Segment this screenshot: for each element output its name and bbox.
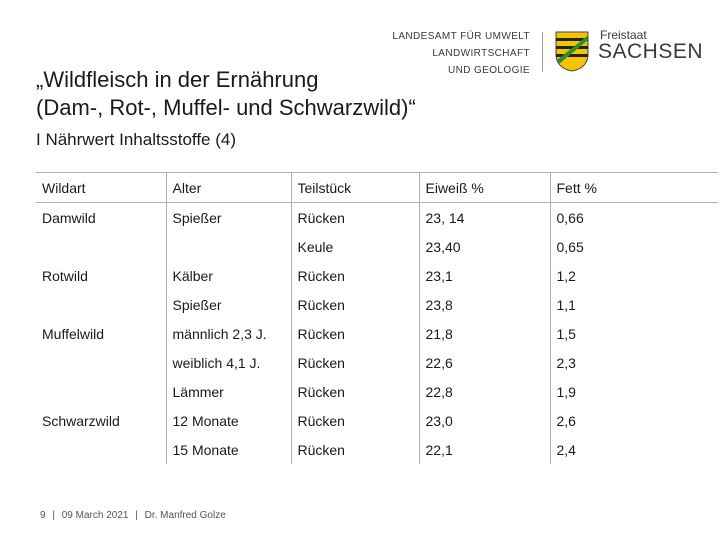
table-cell xyxy=(36,435,167,464)
table-row: Damwild Spießer Rücken 23, 14 0,66 xyxy=(36,202,718,232)
table-cell: 23,0 xyxy=(419,406,551,435)
footer-separator: | xyxy=(52,510,55,521)
table-cell: 22,6 xyxy=(419,348,551,377)
table-cell: 1,9 xyxy=(556,383,576,400)
saxony-crest-icon xyxy=(555,31,589,72)
table-cell: 23,1 xyxy=(419,261,551,290)
table-cell: 23,8 xyxy=(419,290,551,319)
table-cell: Rücken xyxy=(291,319,420,348)
table-row: Rotwild Kälber Rücken 23,1 1,2 xyxy=(36,261,718,290)
table-cell: Muffelwild xyxy=(36,319,167,348)
table-cell: Rücken xyxy=(291,348,420,377)
table-cell xyxy=(36,232,167,261)
table-cell: Keule xyxy=(291,232,420,261)
table-cell: 0,65 xyxy=(556,238,584,255)
table-cell: 22,8 xyxy=(419,377,551,406)
table-cell: Rücken xyxy=(291,406,420,435)
table-cell: 2,4 xyxy=(556,441,576,458)
header-cell: Eiweiß % xyxy=(419,172,551,203)
table-cell: 1,1 xyxy=(556,296,576,313)
table-cell: 23,40 xyxy=(419,232,551,261)
table-cell: weiblich 4,1 J. xyxy=(166,348,292,377)
table-row: Spießer Rücken 23,8 1,1 xyxy=(36,290,718,319)
footer-date: 09 March 2021 xyxy=(61,510,129,521)
table-row: weiblich 4,1 J. Rücken 22,6 2,3 xyxy=(36,348,718,377)
table-cell: Rücken xyxy=(291,202,420,232)
table-cell xyxy=(36,348,167,377)
table-cell xyxy=(36,377,167,406)
org-line-2: LANDWIRTSCHAFT xyxy=(432,48,530,59)
table-cell: Schwarzwild xyxy=(36,406,167,435)
header-cell: Fett % xyxy=(550,172,718,203)
table-cell: Rücken xyxy=(291,377,420,406)
org-line-1: LANDESAMT FÜR UMWELT xyxy=(392,31,530,42)
title-line-2: (Dam-, Rot-, Muffel- und Schwarzwild)“ xyxy=(36,95,416,120)
state-label-small: Freistaat xyxy=(600,28,647,42)
page-title: „Wildfleisch in der Ernährung (Dam-, Rot… xyxy=(36,66,416,122)
table-row: 15 Monate Rücken 22,1 2,4 xyxy=(36,435,718,464)
table-cell: Rotwild xyxy=(36,261,167,290)
state-label-big: SACHSEN xyxy=(598,40,704,63)
table-header-row: Wildart Alter Teilstück Eiweiß % Fett % xyxy=(36,172,718,203)
header-cell: Alter xyxy=(166,172,292,203)
page-subtitle: I Nährwert Inhaltsstoffe (4) xyxy=(36,130,236,149)
org-line-3: UND GEOLOGIE xyxy=(447,65,530,76)
table-cell: Damwild xyxy=(36,202,167,232)
table-cell: Spießer xyxy=(166,290,292,319)
table-cell: 12 Monate xyxy=(166,406,292,435)
table-cell: Rücken xyxy=(291,261,420,290)
table-cell: 0,66 xyxy=(556,209,584,226)
table-cell: 2,3 xyxy=(556,354,576,371)
table-cell xyxy=(36,290,167,319)
header-logo: LANDESAMT FÜR UMWELT LANDWIRTSCHAFT UND … xyxy=(392,28,702,78)
nutrition-table: Wildart Alter Teilstück Eiweiß % Fett % … xyxy=(36,172,718,464)
org-name: LANDESAMT FÜR UMWELT LANDWIRTSCHAFT UND … xyxy=(392,28,530,79)
footer-author: Dr. Manfred Golze xyxy=(144,510,226,521)
table-cell: Rücken xyxy=(291,290,420,319)
table-cell: Rücken xyxy=(291,435,420,464)
logo-divider xyxy=(542,32,543,72)
table-cell: 21,8 xyxy=(419,319,551,348)
table-cell: Kälber xyxy=(166,261,292,290)
page-number: 9 xyxy=(40,510,46,521)
table-cell: 15 Monate xyxy=(166,435,292,464)
table-row: Lämmer Rücken 22,8 1,9 xyxy=(36,377,718,406)
table-cell: 23, 14 xyxy=(419,202,551,232)
table-cell: 1,5 xyxy=(556,325,576,342)
table-cell: 1,2 xyxy=(556,267,576,284)
header-cell: Wildart xyxy=(36,172,167,203)
table-cell: 2,6 xyxy=(556,412,576,429)
title-line-1: „Wildfleisch in der Ernährung xyxy=(36,67,319,92)
table-row: Keule 23,40 0,65 xyxy=(36,232,718,261)
table-cell: männlich 2,3 J. xyxy=(166,319,292,348)
footer: 9 | 09 March 2021 | Dr. Manfred Golze xyxy=(40,510,226,521)
table-cell: 22,1 xyxy=(419,435,551,464)
table-row: Schwarzwild 12 Monate Rücken 23,0 2,6 xyxy=(36,406,718,435)
table-cell: Lämmer xyxy=(166,377,292,406)
table-cell: Spießer xyxy=(166,202,292,232)
footer-separator: | xyxy=(135,510,138,521)
table-body: Wildart Alter Teilstück Eiweiß % Fett % … xyxy=(36,172,718,464)
header-cell: Teilstück xyxy=(291,172,420,203)
table-row: Muffelwild männlich 2,3 J. Rücken 21,8 1… xyxy=(36,319,718,348)
table-cell xyxy=(166,232,292,261)
